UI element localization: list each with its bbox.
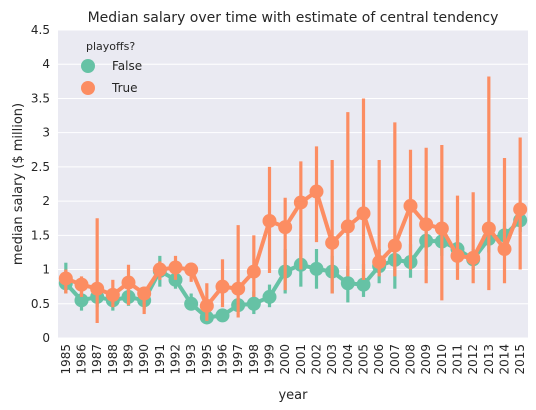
data-point (262, 213, 277, 228)
x-tick-label: 2011 (451, 344, 465, 375)
data-point (309, 261, 324, 276)
data-point (466, 250, 481, 265)
data-point (184, 296, 199, 311)
y-tick-label: 1.5 (31, 228, 50, 242)
x-tick-label: 1986 (75, 344, 89, 375)
chart-title: Median salary over time with estimate of… (88, 10, 499, 26)
x-tick-label: 2007 (388, 344, 402, 375)
x-tick-label: 1987 (90, 344, 104, 375)
series-layer (58, 76, 528, 325)
data-point (262, 289, 277, 304)
data-point (121, 275, 136, 290)
data-point (434, 221, 449, 236)
x-tick-label: 2009 (419, 344, 433, 375)
series-true (58, 76, 528, 323)
legend-label-false: False (112, 59, 142, 73)
data-point (293, 195, 308, 210)
y-tick-label: 2.5 (31, 160, 50, 174)
data-point (215, 279, 230, 294)
y-tick-label: 3.5 (31, 91, 50, 105)
data-point (278, 220, 293, 235)
y-tick-label: 1 (42, 263, 50, 277)
data-point (246, 296, 261, 311)
y-axis-ticks: 0 0.5 1 1.5 2 2.5 3 3.5 4 4.5 (31, 23, 50, 345)
data-point (403, 198, 418, 213)
x-tick-label: 2000 (278, 344, 292, 375)
data-point (90, 281, 105, 296)
x-axis-label: year (278, 388, 308, 403)
data-point (419, 217, 434, 232)
data-point (74, 277, 89, 292)
x-tick-label: 1995 (200, 344, 214, 375)
x-tick-label: 1992 (169, 344, 183, 375)
x-tick-label: 2015 (513, 344, 527, 375)
x-tick-label: 1993 (184, 344, 198, 375)
data-point (105, 287, 120, 302)
x-tick-label: 2001 (294, 344, 308, 375)
data-point (340, 219, 355, 234)
legend-title: playoffs? (86, 40, 135, 53)
x-tick-label: 2003 (325, 344, 339, 375)
x-tick-label: 1985 (59, 344, 73, 375)
x-axis-ticks: 1985 1986 1987 1988 1989 1990 1991 1992 1993 1995… (59, 344, 527, 375)
x-tick-label: 2013 (482, 344, 496, 375)
data-point (168, 260, 183, 275)
x-tick-label: 2004 (341, 344, 355, 375)
x-tick-label: 2002 (310, 344, 324, 375)
x-tick-label: 2005 (357, 344, 371, 375)
data-point (309, 184, 324, 199)
data-point (513, 202, 528, 217)
y-tick-label: 4.5 (31, 23, 50, 37)
y-tick-label: 2 (42, 194, 50, 208)
x-tick-label: 1999 (263, 344, 277, 375)
x-tick-label: 1988 (106, 344, 120, 375)
y-tick-label: 0 (42, 331, 50, 345)
data-point (152, 262, 167, 277)
x-tick-label: 2010 (435, 344, 449, 375)
legend: playoffs? False True (81, 40, 142, 95)
legend-marker-false (81, 59, 95, 73)
x-tick-label: 1991 (153, 344, 167, 375)
legend-marker-true (81, 81, 95, 95)
x-tick-label: 2006 (372, 344, 386, 375)
data-point (356, 277, 371, 292)
x-tick-label: 1989 (122, 344, 136, 375)
data-point (450, 248, 465, 263)
x-tick-label: 1997 (231, 344, 245, 375)
data-point (340, 276, 355, 291)
x-tick-label: 1990 (137, 344, 151, 375)
x-tick-label: 2012 (466, 344, 480, 375)
data-point (215, 308, 230, 323)
x-tick-label: 1998 (247, 344, 261, 375)
data-point (58, 271, 73, 286)
data-point (372, 255, 387, 270)
data-point (497, 242, 512, 257)
y-tick-label: 4 (42, 57, 50, 71)
data-point (246, 264, 261, 279)
legend-label-true: True (111, 81, 138, 95)
data-point (356, 206, 371, 221)
x-tick-label: 2008 (404, 344, 418, 375)
x-tick-label: 2014 (498, 344, 512, 375)
data-point (481, 221, 496, 236)
y-axis-label: median salary ($ million) (11, 103, 26, 265)
data-point (387, 238, 402, 253)
data-point (184, 262, 199, 277)
data-point (74, 293, 89, 308)
data-point (199, 298, 214, 313)
y-tick-label: 3 (42, 126, 50, 140)
data-point (325, 235, 340, 250)
data-point (231, 281, 246, 296)
y-tick-label: 0.5 (31, 297, 50, 311)
data-point (137, 286, 152, 301)
x-tick-label: 1996 (216, 344, 230, 375)
